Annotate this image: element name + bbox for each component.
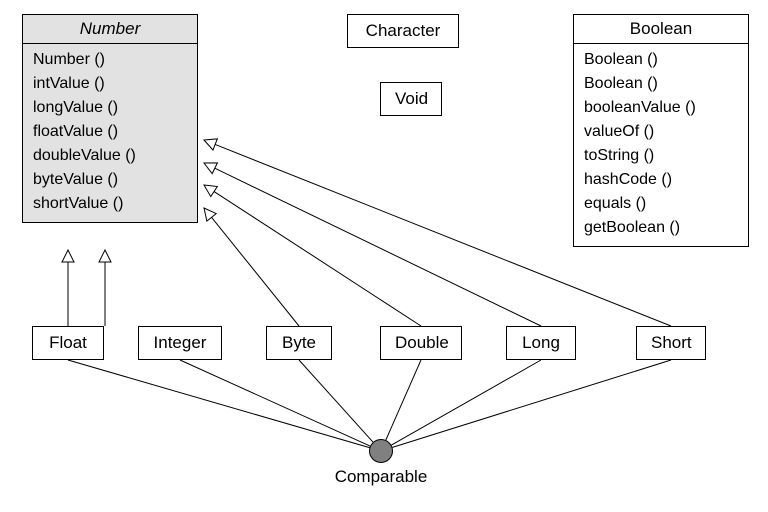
class-boolean-title: Boolean xyxy=(574,15,748,44)
box-void: Void xyxy=(380,82,442,116)
method: doubleValue () xyxy=(33,144,187,168)
method: longValue () xyxy=(33,96,187,120)
box-character: Character xyxy=(347,14,459,48)
box-integer: Integer xyxy=(138,326,222,360)
method: floatValue () xyxy=(33,120,187,144)
class-number-methods: Number ()intValue ()longValue ()floatVal… xyxy=(23,44,197,222)
class-number: Number Number ()intValue ()longValue ()f… xyxy=(22,14,198,223)
interface-comparable-icon xyxy=(369,439,393,463)
method: Boolean () xyxy=(584,72,738,96)
class-boolean: Boolean Boolean ()Boolean ()booleanValue… xyxy=(573,14,749,247)
method: intValue () xyxy=(33,72,187,96)
class-boolean-methods: Boolean ()Boolean ()booleanValue ()value… xyxy=(574,44,748,246)
box-long: Long xyxy=(506,326,576,360)
interface-comparable-label: Comparable xyxy=(321,467,441,487)
method: booleanValue () xyxy=(584,96,738,120)
box-float: Float xyxy=(32,326,104,360)
method: getBoolean () xyxy=(584,216,738,240)
method: toString () xyxy=(584,144,738,168)
class-number-title: Number xyxy=(23,15,197,44)
box-byte: Byte xyxy=(266,326,332,360)
method: shortValue () xyxy=(33,192,187,216)
box-double: Double xyxy=(380,326,462,360)
method: Boolean () xyxy=(584,48,738,72)
method: Number () xyxy=(33,48,187,72)
method: equals () xyxy=(584,192,738,216)
method: hashCode () xyxy=(584,168,738,192)
method: byteValue () xyxy=(33,168,187,192)
method: valueOf () xyxy=(584,120,738,144)
box-short: Short xyxy=(636,326,706,360)
